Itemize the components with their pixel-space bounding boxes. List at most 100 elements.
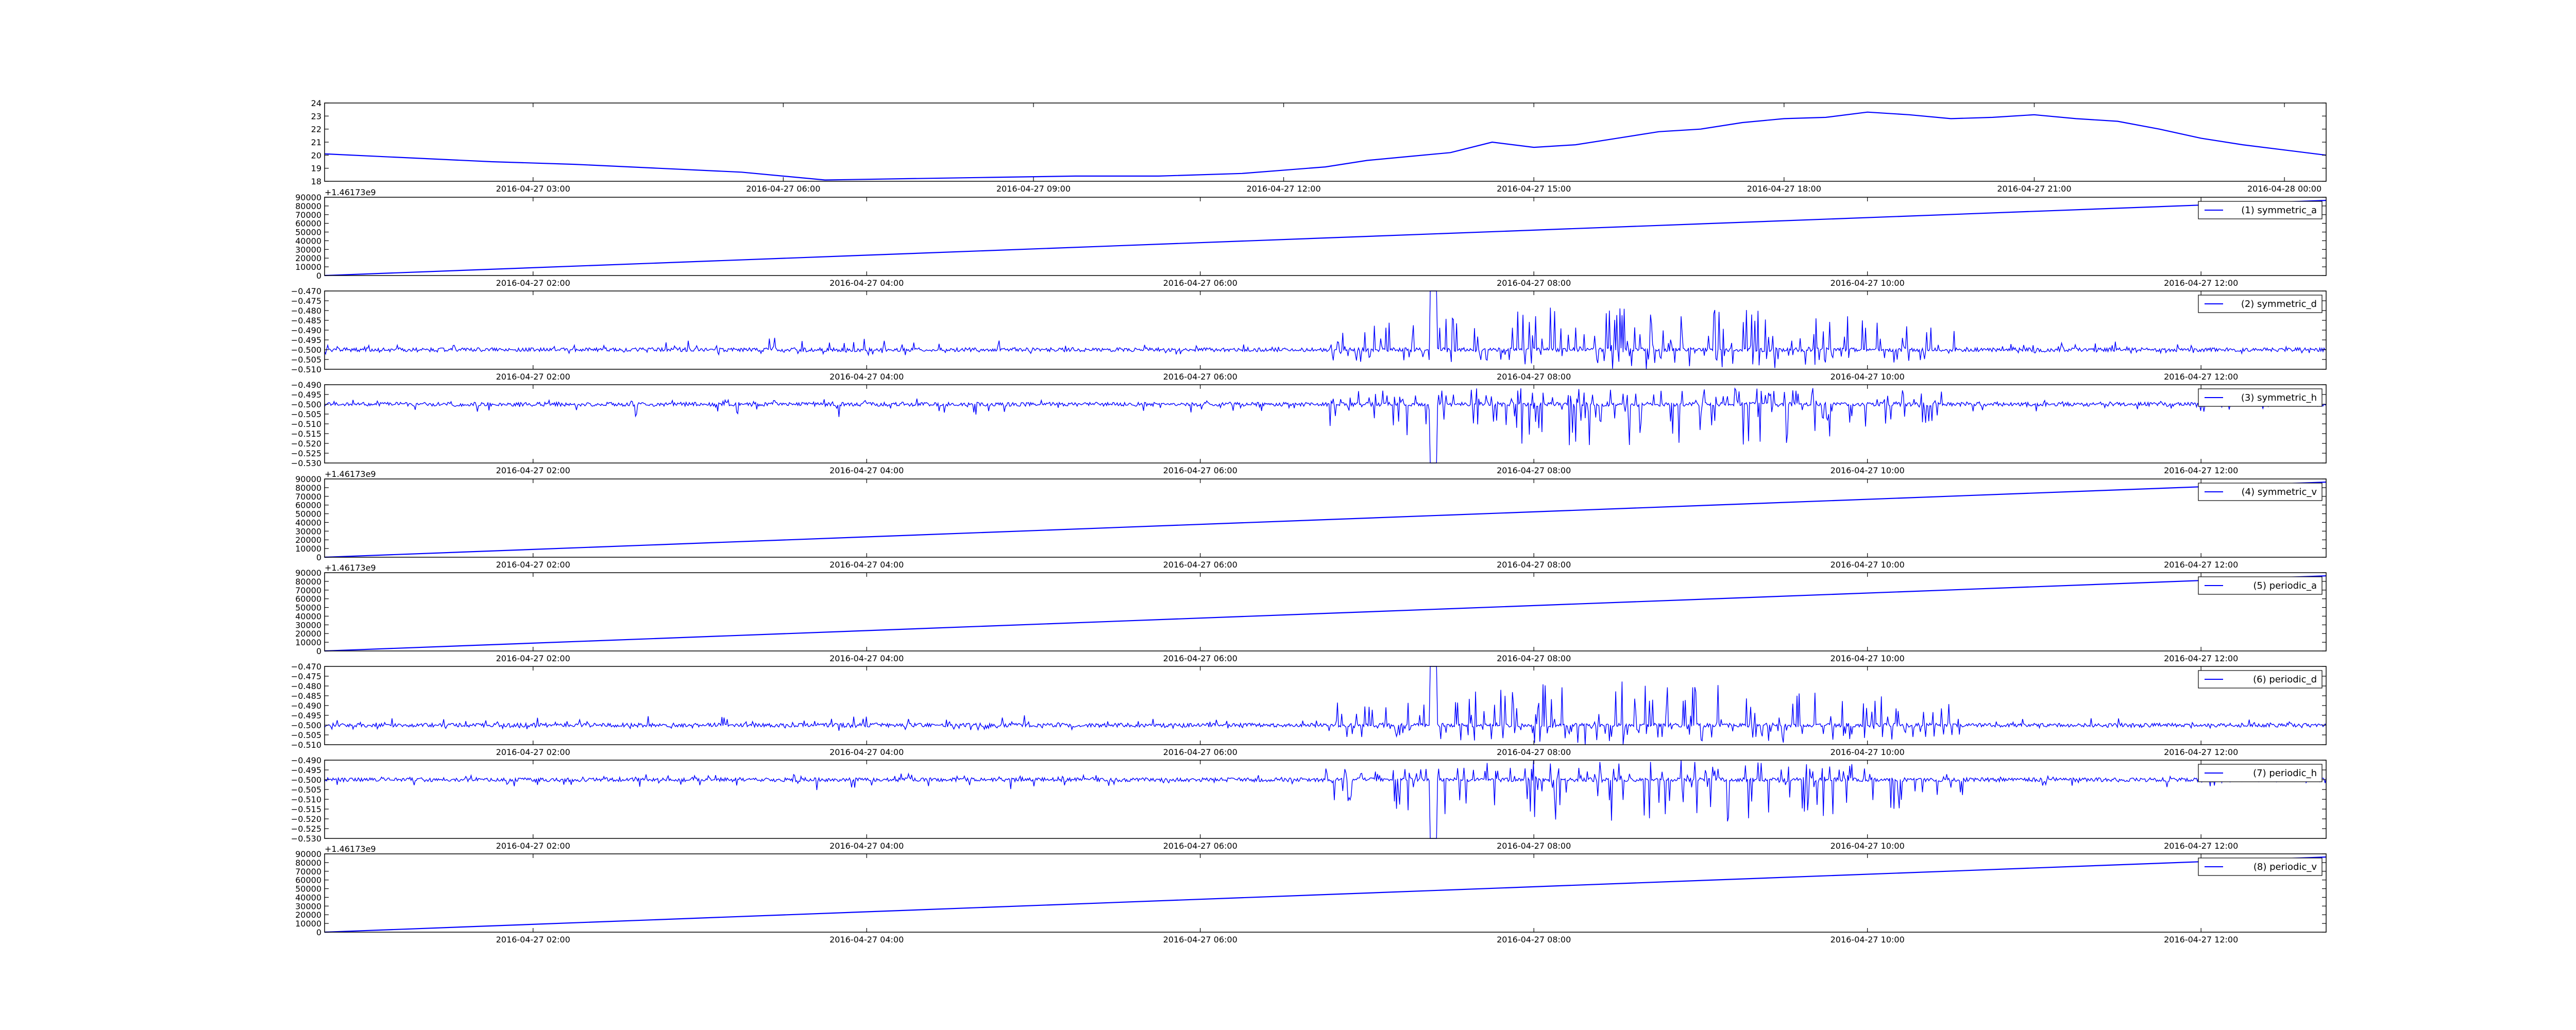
y-tick-label: −0.505 <box>291 785 321 795</box>
y-tick-label: −0.470 <box>291 286 321 296</box>
y-tick-label: −0.530 <box>291 458 321 468</box>
y-tick-label: 60000 <box>295 594 321 604</box>
y-tick-label: −0.485 <box>291 316 321 325</box>
axes-frame <box>324 197 2327 276</box>
y-tick-label: 80000 <box>295 858 321 868</box>
x-tick-label: 2016-04-27 10:00 <box>1831 935 1905 945</box>
y-tick-label: 90000 <box>295 474 321 484</box>
x-tick-label: 2016-04-27 02:00 <box>496 372 570 382</box>
y-tick-label: −0.500 <box>291 400 321 409</box>
x-tick-label: 2016-04-27 08:00 <box>1497 466 1571 475</box>
y-tick-label: −0.510 <box>291 419 321 429</box>
x-tick-label: 2016-04-27 08:00 <box>1497 654 1571 663</box>
y-tick-label: −0.480 <box>291 306 321 316</box>
y-tick-label: −0.470 <box>291 662 321 672</box>
legend: (7) periodic_h <box>2198 764 2323 782</box>
x-tick-label: 2016-04-27 08:00 <box>1497 935 1571 945</box>
x-tick-label: 2016-04-27 03:00 <box>496 184 570 194</box>
y-tick-label: 80000 <box>295 201 321 211</box>
y-tick-label: 0 <box>316 271 321 281</box>
y-tick-label: 70000 <box>295 210 321 220</box>
x-tick-label: 2016-04-27 02:00 <box>496 747 570 757</box>
y-tick-label: −0.525 <box>291 449 321 458</box>
y-tick-label: 60000 <box>295 501 321 510</box>
panel-6: −0.510−0.505−0.500−0.495−0.490−0.485−0.4… <box>291 662 2327 757</box>
axes-frame <box>324 384 2327 464</box>
x-tick-label: 2016-04-27 06:00 <box>1163 841 1238 851</box>
x-tick-label: 2016-04-27 08:00 <box>1497 372 1571 382</box>
y-tick-label: 30000 <box>295 526 321 536</box>
x-tick-label: 2016-04-27 04:00 <box>829 747 904 757</box>
y-tick-label: −0.495 <box>291 711 321 720</box>
y-tick-label: −0.480 <box>291 681 321 691</box>
x-tick-label: 2016-04-27 10:00 <box>1831 278 1905 288</box>
y-tick-label: −0.495 <box>291 390 321 400</box>
y-tick-label: 0 <box>316 928 321 937</box>
x-tick-label: 2016-04-27 10:00 <box>1831 466 1905 475</box>
y-tick-label: −0.520 <box>291 814 321 824</box>
y-tick-label: −0.490 <box>291 701 321 711</box>
series-line <box>324 575 2327 652</box>
y-tick-label: 30000 <box>295 245 321 254</box>
x-tick-label: 2016-04-27 02:00 <box>496 935 570 945</box>
panel-3: −0.530−0.525−0.520−0.515−0.510−0.505−0.5… <box>291 380 2327 475</box>
x-tick-label: 2016-04-27 06:00 <box>1163 372 1238 382</box>
x-tick-label: 2016-04-27 08:00 <box>1497 747 1571 757</box>
y-tick-label: −0.485 <box>291 691 321 701</box>
x-tick-label: 2016-04-27 12:00 <box>1246 184 1320 194</box>
x-tick-label: 2016-04-27 09:00 <box>996 184 1071 194</box>
series-line <box>324 200 2327 277</box>
y-tick-label: 24 <box>311 98 321 108</box>
y-tick-label: 0 <box>316 553 321 562</box>
y-tick-label: 20000 <box>295 253 321 263</box>
x-tick-label: 2016-04-28 00:00 <box>2247 184 2321 194</box>
y-tick-label: −0.490 <box>291 380 321 390</box>
axes-frame <box>324 478 2327 558</box>
y-tick-label: 80000 <box>295 577 321 587</box>
x-tick-label: 2016-04-27 10:00 <box>1831 560 1905 570</box>
x-tick-label: 2016-04-27 02:00 <box>496 466 570 475</box>
x-tick-label: 2016-04-27 10:00 <box>1831 841 1905 851</box>
y-tick-label: 60000 <box>295 219 321 229</box>
y-tick-label: 50000 <box>295 509 321 519</box>
y-tick-label: −0.505 <box>291 730 321 740</box>
y-tick-label: −0.520 <box>291 439 321 449</box>
x-tick-label: 2016-04-27 04:00 <box>829 278 904 288</box>
y-tick-label: 40000 <box>295 611 321 621</box>
y-tick-label: 10000 <box>295 919 321 929</box>
x-tick-label: 2016-04-27 08:00 <box>1497 560 1571 570</box>
legend-label: (8) periodic_v <box>2253 862 2317 872</box>
x-tick-label: 2016-04-27 04:00 <box>829 560 904 570</box>
y-tick-label: 22 <box>311 125 321 134</box>
y-tick-label: 90000 <box>295 568 321 578</box>
legend-label: (4) symmetric_v <box>2242 487 2317 497</box>
y-tick-label: 10000 <box>295 544 321 554</box>
series-line <box>324 111 2327 181</box>
y-tick-label: −0.510 <box>291 365 321 374</box>
y-tick-label: 20 <box>311 150 321 160</box>
y-tick-label: −0.495 <box>291 335 321 345</box>
y-tick-label: 30000 <box>295 620 321 630</box>
y-tick-label: 50000 <box>295 603 321 613</box>
legend-label: (1) symmetric_a <box>2241 205 2317 216</box>
y-tick-label: 50000 <box>295 228 321 237</box>
y-tick-label: 0 <box>316 646 321 656</box>
y-tick-label: 40000 <box>295 236 321 246</box>
y-tick-label: −0.475 <box>291 296 321 306</box>
x-tick-label: 2016-04-27 06:00 <box>1163 654 1238 663</box>
series-line <box>324 290 2327 370</box>
x-tick-label: 2016-04-27 12:00 <box>2164 372 2238 382</box>
y-tick-label: 10000 <box>295 638 321 647</box>
legend-label: (3) symmetric_h <box>2241 392 2317 403</box>
y-offset-label: +1.46173e9 <box>325 844 376 854</box>
x-tick-label: 2016-04-27 10:00 <box>1831 747 1905 757</box>
y-tick-label: 70000 <box>295 492 321 502</box>
series-line <box>324 482 2327 558</box>
x-tick-label: 2016-04-27 10:00 <box>1831 372 1905 382</box>
y-offset-label: +1.46173e9 <box>325 469 376 479</box>
y-tick-label: −0.505 <box>291 355 321 365</box>
x-tick-label: 2016-04-27 12:00 <box>2164 841 2238 851</box>
y-tick-label: 20000 <box>295 910 321 920</box>
x-tick-label: 2016-04-27 02:00 <box>496 560 570 570</box>
x-tick-label: 2016-04-27 18:00 <box>1747 184 1821 194</box>
